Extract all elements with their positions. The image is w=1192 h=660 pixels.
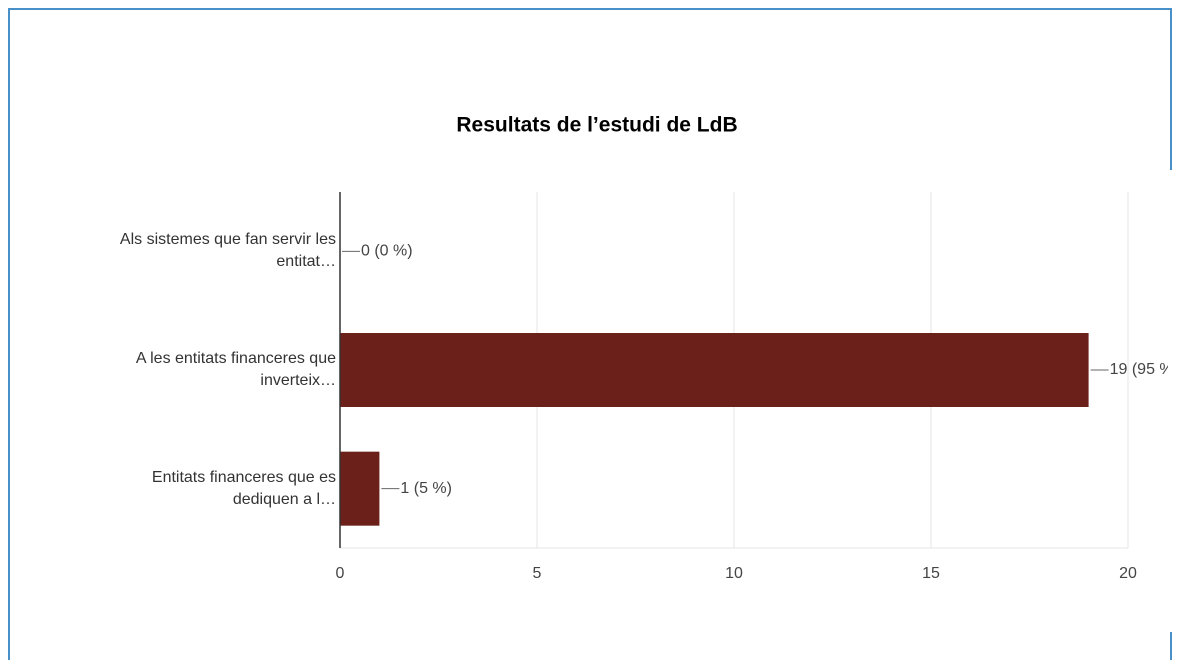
x-tick-label: 10 [725,565,743,582]
value-label: 0 (0 %) [361,243,413,260]
frame-left [8,8,10,660]
x-tick-label: 20 [1119,565,1137,582]
chart-title: Resultats de l’estudi de LdB [456,114,737,137]
y-tick-label: A les entitats financeres que inverteix… [135,350,336,389]
x-tick-label: 15 [922,565,940,582]
x-tick-label: 5 [533,565,542,582]
x-tick-label: 0 [336,565,345,582]
bar [340,451,380,526]
frame-right [1170,8,1172,170]
frame-top [8,8,1172,10]
chart: Resultats de l’estudi de LdB 0 5 10 15 20 0 (… [336,114,1168,583]
value-label: 19 (95 %) [1110,361,1168,378]
y-tick-label: Als sistemes que fan servir les entitat… [119,231,336,271]
value-label: 1 (5 %) [400,480,452,497]
y-tick-label: Entitats financeres que es dediquen a l… [151,468,336,508]
bar [340,333,1089,407]
frame-right [1170,632,1172,660]
